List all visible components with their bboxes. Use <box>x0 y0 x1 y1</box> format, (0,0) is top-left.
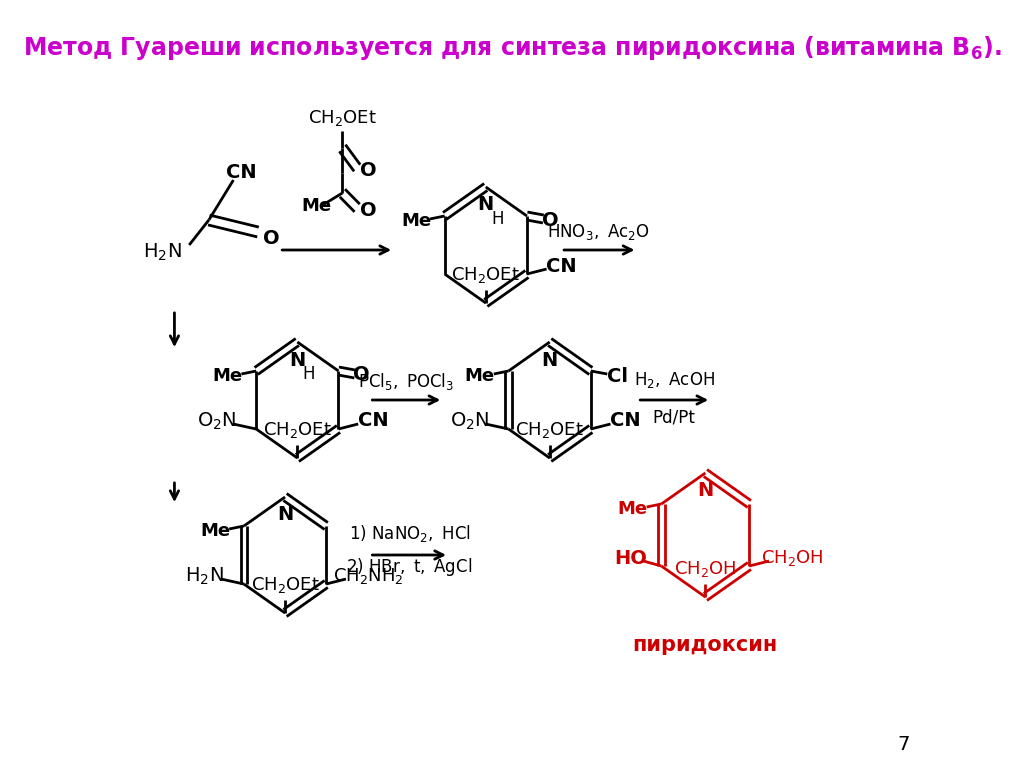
Text: O: O <box>360 160 377 179</box>
Text: $\mathsf{O_2N}$: $\mathsf{O_2N}$ <box>450 410 488 432</box>
Text: O: O <box>360 200 377 219</box>
Text: $\mathsf{CH_2OEt}$: $\mathsf{CH_2OEt}$ <box>308 108 377 128</box>
Text: Me: Me <box>200 522 230 540</box>
Text: O: O <box>542 210 558 229</box>
Text: H: H <box>302 365 315 383</box>
Text: N: N <box>289 351 305 370</box>
Text: N: N <box>477 196 494 215</box>
Text: Метод Гуареши используется для синтеза пиридоксина (витамина $\mathbf{B_6}$).: Метод Гуареши используется для синтеза п… <box>23 34 1001 62</box>
Text: $\mathsf{HNO_3,\ Ac_2O}$: $\mathsf{HNO_3,\ Ac_2O}$ <box>548 222 650 242</box>
Text: N: N <box>697 482 714 501</box>
Text: $\mathsf{CH_2NH_2}$: $\mathsf{CH_2NH_2}$ <box>334 566 404 586</box>
Text: $\mathsf{CH_2OEt}$: $\mathsf{CH_2OEt}$ <box>263 420 332 440</box>
Text: $\mathsf{H_2N}$: $\mathsf{H_2N}$ <box>142 242 181 262</box>
Text: N: N <box>276 505 293 525</box>
Text: Me: Me <box>617 500 648 518</box>
Text: $\mathsf{H_2,\ AcOH}$: $\mathsf{H_2,\ AcOH}$ <box>634 370 715 390</box>
Text: 7: 7 <box>897 736 910 755</box>
Text: CN: CN <box>610 412 641 430</box>
Text: пиридоксин: пиридоксин <box>633 635 778 655</box>
Text: HO: HO <box>613 548 647 568</box>
Text: Me: Me <box>465 367 495 385</box>
Text: Me: Me <box>212 367 243 385</box>
Text: CN: CN <box>226 163 257 182</box>
Text: N: N <box>542 351 558 370</box>
Text: $\mathsf{CH_2OEt}$: $\mathsf{CH_2OEt}$ <box>515 420 584 440</box>
Text: Cl: Cl <box>606 367 628 386</box>
Text: $\mathsf{CH_2OEt}$: $\mathsf{CH_2OEt}$ <box>452 265 520 285</box>
Text: CN: CN <box>546 256 577 275</box>
Text: O: O <box>263 229 280 248</box>
Text: $\mathsf{PCl_5,\ POCl_3}$: $\mathsf{PCl_5,\ POCl_3}$ <box>358 371 455 393</box>
Text: CN: CN <box>357 412 388 430</box>
Text: Me: Me <box>400 212 431 230</box>
Text: H: H <box>490 210 504 228</box>
Text: O: O <box>353 366 370 384</box>
Text: $\mathsf{2)\ HBr,\ t,\ AgCl}$: $\mathsf{2)\ HBr,\ t,\ AgCl}$ <box>346 556 473 578</box>
Text: $\mathsf{H_2N}$: $\mathsf{H_2N}$ <box>185 565 224 587</box>
Text: Pd/Pt: Pd/Pt <box>652 409 695 427</box>
Text: $\mathsf{CH_2OEt}$: $\mathsf{CH_2OEt}$ <box>251 575 319 595</box>
Text: Me: Me <box>301 197 331 215</box>
Text: $\mathsf{CH_2OH}$: $\mathsf{CH_2OH}$ <box>761 548 823 568</box>
Text: $\mathsf{O_2N}$: $\mathsf{O_2N}$ <box>198 410 237 432</box>
Text: $\mathsf{CH_2OH}$: $\mathsf{CH_2OH}$ <box>674 559 736 579</box>
Text: $\mathsf{1)\ NaNO_2,\ HCl}$: $\mathsf{1)\ NaNO_2,\ HCl}$ <box>348 522 470 544</box>
